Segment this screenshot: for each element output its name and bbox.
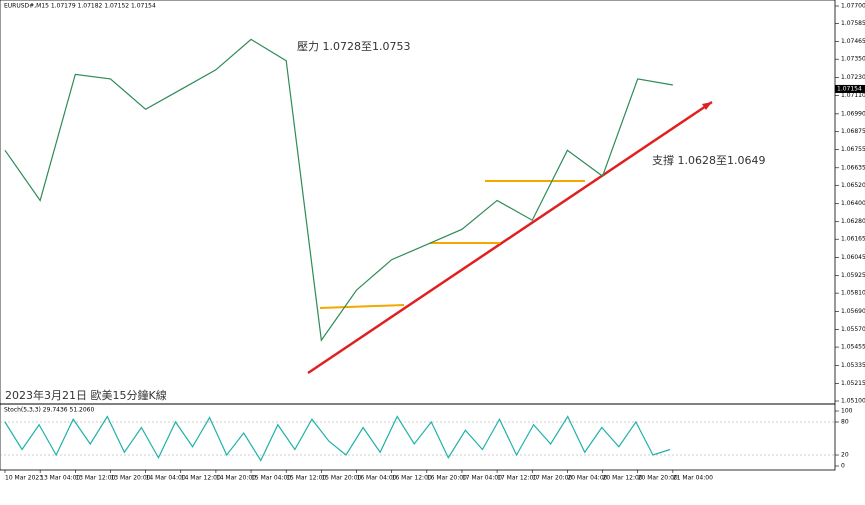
y-tick-label: 1.07230 [841, 74, 865, 81]
y-tick-label: 1.07110 [841, 92, 865, 99]
y-tick-label: 1.05570 [841, 326, 865, 333]
annotation: 壓力 1.0728至1.0753 [297, 40, 410, 53]
y-tick-label: 1.06520 [841, 182, 865, 189]
y-tick-label: 1.05215 [841, 380, 865, 387]
series-line [4, 415, 671, 462]
indicator-title: Stoch(5,3,3) 29.7436 51.2060 [4, 407, 95, 414]
x-tick-label: 17 Mar 12:00 [497, 475, 537, 482]
y-tick-label: 1.06280 [841, 218, 865, 225]
x-tick-label: 14 Mar 12:00 [181, 475, 221, 482]
x-tick-label: 17 Mar 04:00 [462, 475, 502, 482]
y-tick-label: 1.05100 [841, 398, 865, 405]
x-tick-label: 17 Mar 20:00 [532, 475, 572, 482]
annotation: 支撐 1.0628至1.0649 [652, 153, 765, 167]
x-tick-label: 21 Mar 04:00 [673, 475, 713, 482]
x-tick-label: 13 Mar 20:00 [110, 475, 150, 482]
x-tick-label: 13 Mar 04:00 [40, 475, 80, 482]
y-tick-label: 1.06045 [841, 254, 865, 261]
y-tick-label: 1.06755 [841, 146, 865, 153]
chart-title: EURUSD#,M15 1.07179 1.07182 1.07152 1.07… [4, 3, 156, 10]
y-tick-label: 0 [841, 463, 845, 470]
y-tick-label: 1.06990 [841, 110, 865, 117]
x-tick-label: 10 Mar 2023 [5, 475, 43, 482]
series-line [4, 38, 673, 342]
y-tick-label: 1.06635 [841, 164, 865, 171]
x-tick-label: 14 Mar 04:00 [146, 475, 186, 482]
x-tick-label: 16 Mar 20:00 [427, 475, 467, 482]
x-tick-label: 15 Mar 20:00 [321, 475, 361, 482]
y-tick-label: 80 [841, 419, 849, 426]
trend-line [307, 100, 713, 375]
support-line [319, 304, 405, 309]
y-tick-label: 1.06875 [841, 128, 865, 135]
y-tick-label: 1.06400 [841, 200, 865, 207]
y-tick-label: 1.07350 [841, 56, 865, 63]
x-tick-label: 20 Mar 20:00 [638, 475, 678, 482]
y-tick-label: 1.05335 [841, 362, 865, 369]
y-tick-label: 20 [841, 452, 849, 459]
price-box [835, 84, 865, 93]
x-tick-label: 16 Mar 04:00 [357, 475, 397, 482]
x-tick-label: 15 Mar 04:00 [251, 475, 291, 482]
y-tick-label: 1.07585 [841, 20, 865, 27]
y-tick-label: 1.07465 [841, 38, 865, 45]
y-tick-label: 100 [841, 408, 853, 415]
frame [0, 0, 836, 471]
annotation: 2023年3月21日 歐美15分鐘K線 [5, 388, 167, 402]
x-tick-label: 20 Mar 04:00 [567, 475, 607, 482]
x-tick-label: 15 Mar 12:00 [286, 475, 326, 482]
x-tick-label: 16 Mar 12:00 [392, 475, 432, 482]
y-tick-label: 1.05810 [841, 290, 865, 297]
y-tick-label: 1.07700 [841, 3, 865, 10]
arrow-head [702, 102, 712, 110]
x-tick-label: 14 Mar 20:00 [216, 475, 256, 482]
y-tick-label: 1.05690 [841, 308, 865, 315]
x-tick-label: 20 Mar 12:00 [603, 475, 643, 482]
price-label: 1.07154 [837, 85, 862, 92]
y-tick-label: 1.05925 [841, 272, 865, 279]
y-tick-label: 1.05455 [841, 344, 865, 351]
x-tick-label: 13 Mar 12:00 [75, 475, 115, 482]
y-tick-label: 1.06165 [841, 236, 865, 243]
